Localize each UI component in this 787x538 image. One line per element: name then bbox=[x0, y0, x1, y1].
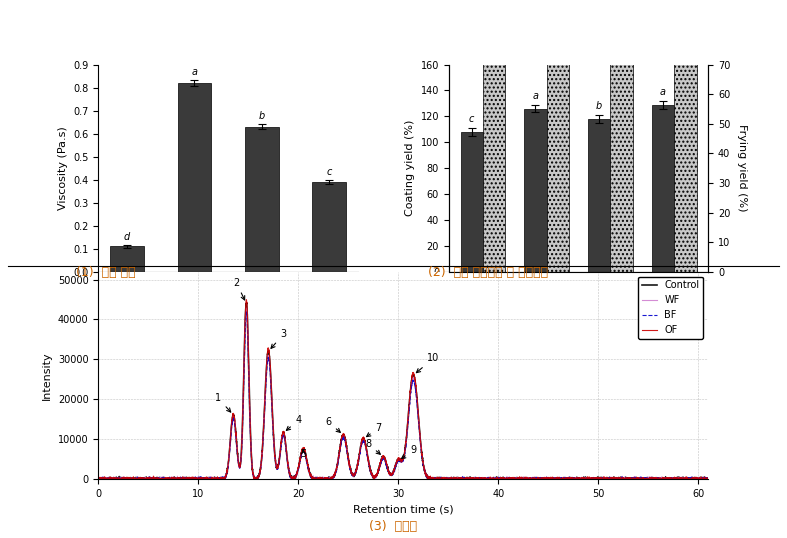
OF bbox=[148, 476, 157, 482]
BF bbox=[383, 469, 393, 475]
Text: (3)  전자코: (3) 전자코 bbox=[369, 520, 418, 533]
WF bbox=[105, 476, 114, 482]
Control bbox=[242, 300, 251, 306]
Control bbox=[383, 467, 393, 473]
OF bbox=[704, 476, 713, 482]
Control bbox=[105, 476, 115, 482]
OF bbox=[446, 476, 456, 482]
X-axis label: Treatment: Treatment bbox=[547, 297, 611, 310]
Text: 5: 5 bbox=[300, 449, 306, 459]
Text: a: a bbox=[533, 91, 538, 101]
Text: 6: 6 bbox=[325, 417, 340, 433]
WF bbox=[446, 476, 456, 482]
Text: c: c bbox=[327, 167, 332, 177]
Control bbox=[195, 476, 205, 482]
Text: 3: 3 bbox=[271, 329, 286, 348]
Bar bbox=[652, 105, 674, 272]
Line: Control: Control bbox=[98, 303, 708, 479]
BF bbox=[195, 476, 205, 482]
BF bbox=[105, 475, 115, 482]
X-axis label: Treatment: Treatment bbox=[196, 297, 260, 310]
BF bbox=[148, 475, 157, 481]
OF bbox=[383, 467, 393, 473]
Text: a: a bbox=[191, 67, 198, 77]
Y-axis label: Frying yield (%): Frying yield (%) bbox=[737, 124, 747, 212]
Control bbox=[94, 476, 103, 482]
BF bbox=[94, 476, 103, 482]
X-axis label: Retention time (s): Retention time (s) bbox=[353, 504, 453, 514]
WF bbox=[383, 468, 393, 474]
Text: d: d bbox=[124, 232, 130, 243]
Bar bbox=[611, 0, 633, 272]
Line: OF: OF bbox=[98, 300, 708, 479]
OF bbox=[94, 476, 103, 482]
Bar bbox=[674, 0, 696, 272]
OF bbox=[242, 296, 251, 303]
BF bbox=[446, 475, 456, 481]
Text: b: b bbox=[259, 111, 265, 121]
Text: 10: 10 bbox=[416, 353, 439, 373]
Text: 1: 1 bbox=[216, 393, 231, 412]
Text: a: a bbox=[660, 87, 666, 97]
Text: 4: 4 bbox=[286, 415, 301, 430]
Text: (1)  배터 점도: (1) 배터 점도 bbox=[76, 266, 136, 279]
BF bbox=[704, 475, 713, 482]
Text: c: c bbox=[469, 114, 475, 124]
Control bbox=[446, 476, 456, 482]
OF bbox=[195, 476, 205, 482]
Line: WF: WF bbox=[98, 308, 708, 479]
Text: 9: 9 bbox=[401, 445, 416, 458]
WF bbox=[704, 476, 713, 482]
OF bbox=[105, 476, 115, 482]
Text: 8: 8 bbox=[365, 439, 380, 454]
Legend: Control, WF, BF, OF: Control, WF, BF, OF bbox=[638, 277, 704, 339]
Control bbox=[704, 476, 713, 482]
Line: BF: BF bbox=[98, 312, 708, 479]
Control bbox=[221, 474, 231, 480]
Text: b: b bbox=[596, 101, 602, 111]
Y-axis label: Intensity: Intensity bbox=[42, 351, 53, 400]
Bar bbox=[178, 83, 211, 272]
WF bbox=[242, 305, 251, 311]
Bar bbox=[312, 182, 346, 272]
BF bbox=[242, 309, 251, 315]
Bar bbox=[524, 109, 547, 272]
Bar bbox=[460, 132, 483, 272]
Text: (2)  배터 코팅수율 및 튀김수율: (2) 배터 코팅수율 및 튀김수율 bbox=[428, 266, 548, 279]
Text: 2: 2 bbox=[233, 278, 245, 300]
Control bbox=[94, 475, 103, 482]
Y-axis label: Coating yield (%): Coating yield (%) bbox=[405, 120, 415, 216]
WF bbox=[195, 476, 205, 482]
BF bbox=[94, 476, 103, 482]
OF bbox=[221, 473, 231, 479]
WF bbox=[94, 476, 103, 482]
WF bbox=[148, 475, 157, 481]
Bar bbox=[588, 119, 611, 272]
Bar bbox=[110, 246, 144, 272]
Bar bbox=[245, 126, 279, 272]
OF bbox=[94, 476, 103, 482]
Control bbox=[148, 475, 157, 482]
Y-axis label: Viscosity (Pa.s): Viscosity (Pa.s) bbox=[57, 126, 68, 210]
Bar bbox=[547, 0, 569, 272]
Text: 7: 7 bbox=[367, 423, 382, 437]
BF bbox=[221, 475, 231, 481]
Bar bbox=[483, 0, 505, 272]
WF bbox=[221, 473, 231, 480]
